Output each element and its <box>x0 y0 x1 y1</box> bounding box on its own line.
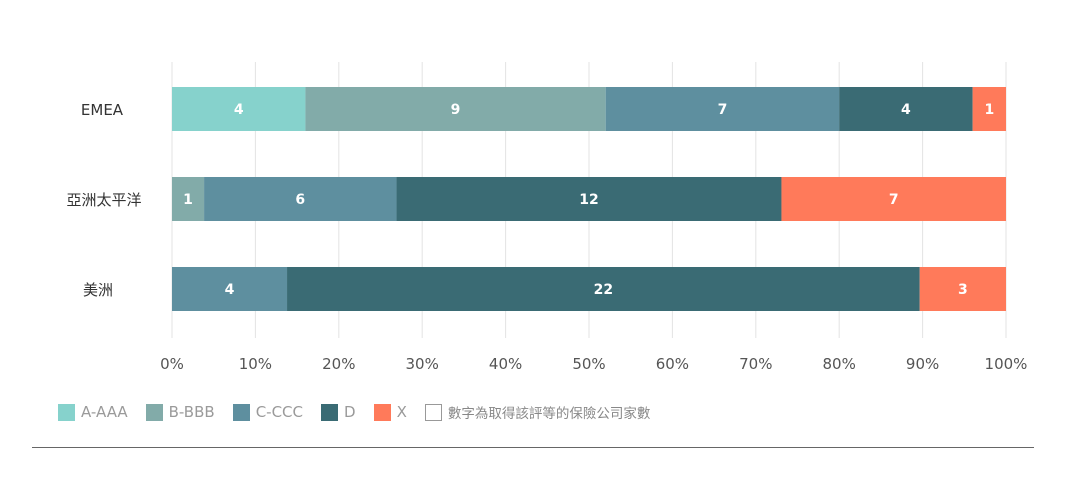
category-label: 美洲 <box>83 281 113 299</box>
legend-swatch <box>321 403 338 421</box>
x-tick-label: 60% <box>656 355 689 373</box>
legend-note: 數字為取得該評等的保險公司家數 <box>424 402 651 422</box>
data-label: 1 <box>183 192 193 208</box>
data-label: 3 <box>958 282 968 298</box>
legend-note-text: 數字為取得該評等的保險公司家數 <box>447 406 651 422</box>
data-label: 7 <box>718 102 728 118</box>
bar-segment <box>839 87 973 131</box>
legend-item: X <box>373 403 407 421</box>
bar-segment <box>605 87 840 131</box>
bar-segment <box>172 177 205 221</box>
bar-segment <box>305 87 606 131</box>
x-tick-label: 40% <box>489 355 522 373</box>
data-label: 4 <box>234 102 244 118</box>
legend-label: A-AAA <box>81 403 128 421</box>
category-label: EMEA <box>81 101 124 119</box>
data-label: 1 <box>984 102 994 118</box>
x-tick-label: 100% <box>985 355 1028 373</box>
bar-segment <box>396 177 782 221</box>
bar-segment <box>972 87 1006 131</box>
legend-label: X <box>396 403 407 421</box>
legend-item: A-AAA <box>58 403 128 421</box>
x-tick-label: 70% <box>739 355 772 373</box>
bar-segment <box>172 267 288 311</box>
legend-label: C-CCC <box>255 403 303 421</box>
legend-swatch <box>58 403 75 421</box>
data-label: 7 <box>889 192 899 208</box>
bar-segment <box>287 267 920 311</box>
legend-swatch <box>373 403 391 421</box>
x-tick-label: 20% <box>322 355 355 373</box>
x-tick-label: 90% <box>906 355 939 373</box>
legend-label: D <box>344 403 356 421</box>
x-tick-label: 10% <box>239 355 272 373</box>
chart-legend: A-AAA B-BBB C-CCC D X 數字為取得該評等的保險公司家數 <box>58 402 650 422</box>
x-tick-label: 80% <box>823 355 856 373</box>
legend-swatch <box>145 403 163 421</box>
x-tick-label: 0% <box>160 355 184 373</box>
category-label: 亞洲太平洋 <box>66 191 141 209</box>
data-label: 9 <box>451 102 461 118</box>
x-tick-label: 30% <box>406 355 439 373</box>
legend-item: C-CCC <box>232 403 303 421</box>
data-label: 22 <box>594 282 613 298</box>
bottom-divider <box>32 447 1034 448</box>
legend-item: B-BBB <box>145 403 215 421</box>
bar-segment <box>781 177 1006 221</box>
legend-note-swatch <box>424 403 442 421</box>
legend-label: B-BBB <box>168 403 215 421</box>
data-label: 4 <box>225 282 235 298</box>
legend-item: D <box>321 403 356 421</box>
data-label: 12 <box>579 192 598 208</box>
bar-segment <box>919 267 1006 311</box>
legend-swatch <box>232 403 250 421</box>
data-label: 4 <box>901 102 911 118</box>
bar-segment <box>172 87 306 131</box>
bar-segment <box>204 177 397 221</box>
x-tick-label: 50% <box>572 355 605 373</box>
data-label: 6 <box>295 192 305 208</box>
